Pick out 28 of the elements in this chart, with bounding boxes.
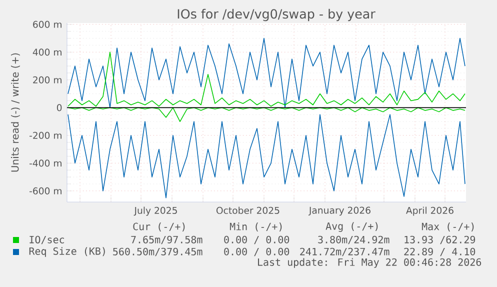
y-tick-label: -400 m [30, 160, 62, 167]
legend-label: Req Size (KB) [29, 247, 105, 257]
y-tick-label: 0 [56, 104, 62, 112]
text: Min (-/+) [230, 222, 282, 232]
text: 3.80m/24.92m [318, 236, 390, 244]
y-tick-label: 200 m [33, 76, 62, 84]
chart-title: IOs for /dev/vg0/swap - by year [178, 8, 376, 22]
text: 13.93 /62.29 [404, 236, 476, 244]
text: 560.50m/379.45m [113, 248, 202, 256]
text: 0.00 / 0.00 [224, 236, 290, 244]
text: Avg (-/+) [326, 222, 378, 232]
legend-label: IO/sec [30, 236, 64, 244]
text: Max (-/+) [422, 222, 474, 232]
x-tick-label: July 2025 [134, 206, 177, 216]
text: 0.00 / 0.00 [224, 248, 290, 256]
y-tick-label: 600 m [33, 20, 62, 28]
y-tick-label: -600 m [30, 187, 62, 194]
y-tick-label: 400 m [32, 48, 62, 56]
x-tick-label: April 2026 [406, 206, 454, 216]
text: 22.89 / 4.10 [404, 248, 476, 256]
text: Last update: Fri May 22 00:46:28 2026 [258, 258, 482, 268]
y-tick-label: -200 m [30, 132, 62, 139]
y-axis-title: Units read (-) / write (+) [10, 53, 20, 172]
text: 241.72m/237.47m [300, 248, 390, 256]
x-tick-label: January 2026 [308, 206, 370, 216]
text: 7.65m/97.58m [131, 236, 202, 244]
text: Cur (-/+) [133, 222, 185, 232]
x-tick-label: October 2025 [216, 206, 280, 214]
